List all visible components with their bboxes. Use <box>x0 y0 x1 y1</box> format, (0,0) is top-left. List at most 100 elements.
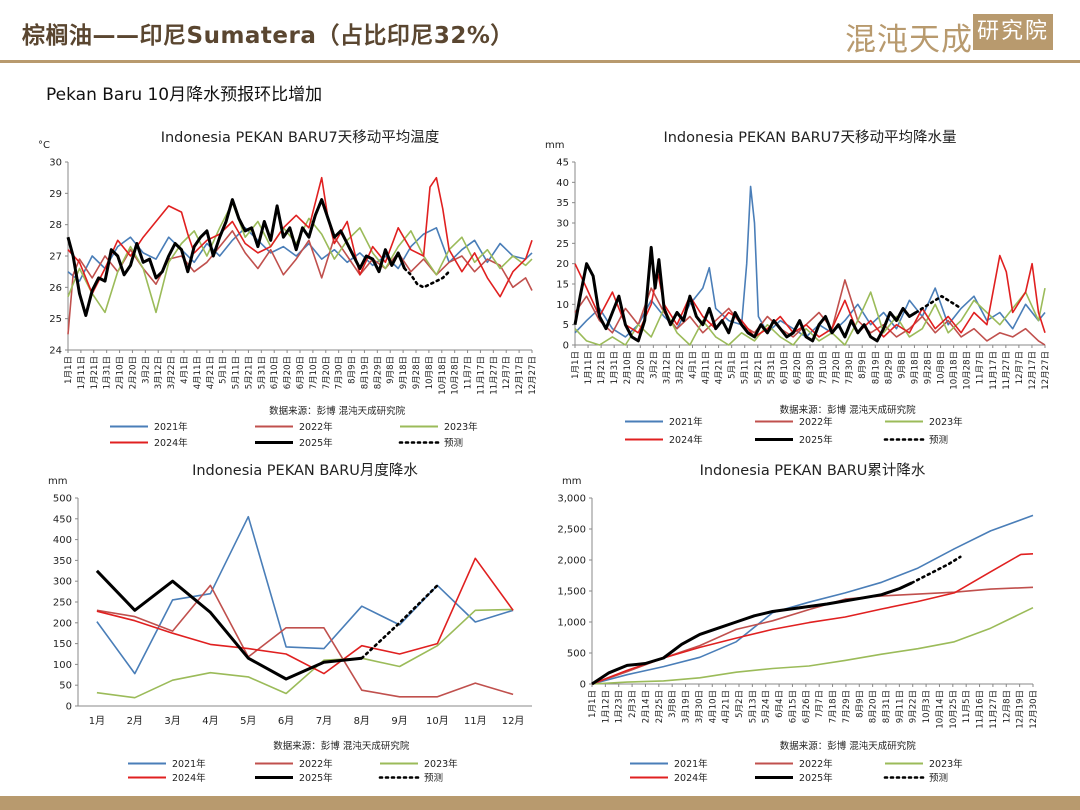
legend-label: 2024年 <box>172 772 206 784</box>
x-tick-label: 8月9日 <box>855 690 865 718</box>
x-tick-label: 9月18日 <box>910 351 920 384</box>
x-tick-label: 8月19日 <box>360 356 370 389</box>
x-tick-label: 8月 <box>354 715 370 727</box>
chart-panel-monthly-rainfall: Indonesia PEKAN BARU月度降水 mm 0 50 100 150 200 25… <box>0 455 540 795</box>
x-tick-label: 7月29日 <box>842 690 852 723</box>
x-tick-label: 11月27日 <box>489 356 499 395</box>
legend-label: 2025年 <box>799 434 833 446</box>
legend-label: 预测 <box>444 438 463 449</box>
x-tick-label: 5月13日 <box>748 690 758 723</box>
legend-label: 预测 <box>929 773 948 784</box>
x-tick-label: 1月 <box>89 715 105 727</box>
y-tick-label: 200 <box>53 618 72 629</box>
x-tick-label: 6月 <box>278 715 294 727</box>
y-tick-label: 26 <box>49 283 62 294</box>
x-tick-label: 11月27日 <box>1002 351 1012 390</box>
x-tick-label: 9月22日 <box>909 690 919 723</box>
legend-label: 2023年 <box>929 758 963 770</box>
y-tick-label: 1,000 <box>557 618 586 629</box>
x-tick-label: 5月31日 <box>767 351 777 384</box>
x-tick-label: 4月11日 <box>193 356 203 389</box>
x-tick-label: 9月28日 <box>412 356 422 389</box>
legend-label: 预测 <box>929 435 948 446</box>
series-line-y2023 <box>591 606 1034 685</box>
series-line-y2022 <box>96 584 514 698</box>
x-tick-label: 1月31日 <box>103 356 113 389</box>
x-tick-label: 5月11日 <box>232 356 242 389</box>
x-tick-label: 9月8日 <box>897 351 907 379</box>
x-tick-label: 1月12日 <box>601 690 611 723</box>
legend-label: 2022年 <box>799 758 833 770</box>
chart-panel-rainfall-7day: Indonesia PEKAN BARU7天移动平均降水量 mm 0 5 10 15 20 2… <box>540 118 1080 458</box>
series-line-y2024 <box>96 557 514 675</box>
legend-label: 2023年 <box>444 421 478 433</box>
y-tick-label: 1,500 <box>557 587 586 598</box>
legend-label: 2025年 <box>799 772 833 784</box>
x-tick-label: 7月30日 <box>335 356 345 389</box>
x-tick-label: 11月17日 <box>476 356 486 395</box>
x-tick-label: 12月7日 <box>502 356 512 389</box>
y-tick-label: 29 <box>49 189 62 200</box>
x-tick-label: 5月1日 <box>219 356 229 384</box>
chart-title: Indonesia PEKAN BARU7天移动平均降水量 <box>663 129 956 146</box>
x-tick-label: 2月 <box>127 715 143 727</box>
page-subtitle: Pekan Baru 10月降水预报环比增加 <box>46 85 323 105</box>
data-source: 数据来源：彭博 混沌天成研究院 <box>780 740 917 752</box>
y-tick-label: 0 <box>66 702 72 713</box>
x-tick-label: 1月1日 <box>588 690 598 718</box>
y-tick-label: 30 <box>49 158 62 169</box>
series-line-y2024 <box>591 553 1034 685</box>
x-tick-label: 5月2日 <box>735 690 745 718</box>
x-tick-label: 12月30日 <box>1029 690 1039 729</box>
x-tick-label: 10月18日 <box>438 356 448 395</box>
x-tick-label: 10月8日 <box>425 356 435 389</box>
x-tick-label: 10月8日 <box>937 351 947 384</box>
x-tick-label: 12月27日 <box>528 356 538 395</box>
data-source: 数据来源：彭博 混沌天成研究院 <box>273 740 410 752</box>
x-tick-label: 12月17日 <box>515 356 525 395</box>
x-tick-label: 3月12日 <box>662 351 672 384</box>
x-tick-label: 3月12日 <box>154 356 164 389</box>
x-tick-label: 10月3日 <box>922 690 932 723</box>
chart-monthly-rainfall: Indonesia PEKAN BARU月度降水 mm 0 50 100 150 200 25… <box>48 462 532 784</box>
x-tick-label: 2月25日 <box>655 690 665 723</box>
series-line-forecast <box>403 267 451 289</box>
chart-temperature: Indonesia PEKAN BARU7天移动平均温度 °C 24 25 26 27 28… <box>38 129 538 449</box>
x-tick-label: 7月 <box>316 715 332 727</box>
series-line-y2025 <box>591 581 913 686</box>
x-tick-label: 3月22日 <box>167 356 177 389</box>
header: 棕榈油——印尼Sumatera（占比印尼32%） 混沌天成 研究院 <box>0 0 1080 63</box>
x-tick-label: 5月 <box>240 715 256 727</box>
x-tick-label: 5月11日 <box>741 351 751 384</box>
legend-label: 2025年 <box>299 437 333 449</box>
series-line-forecast <box>360 584 439 660</box>
y-tick-label: 500 <box>53 494 72 505</box>
y-tick-label: 300 <box>53 577 72 588</box>
x-tick-label: 11月7日 <box>976 351 986 384</box>
x-tick-label: 7月20日 <box>832 351 842 384</box>
x-tick-label: 6月20日 <box>283 356 293 389</box>
x-tick-label: 5月31日 <box>257 356 267 389</box>
x-tick-label: 7月10日 <box>819 351 829 384</box>
legend-label: 2023年 <box>424 758 458 770</box>
series-line-y2025 <box>573 245 917 343</box>
x-tick-label: 7月20日 <box>322 356 332 389</box>
x-tick-label: 4月1日 <box>180 356 190 384</box>
y-tick-label: 3,000 <box>557 494 586 505</box>
x-tick-label: 12月8日 <box>1002 690 1012 723</box>
y-tick-label: 25 <box>49 314 62 325</box>
legend-label: 2021年 <box>172 758 206 770</box>
legend-label: 2024年 <box>669 434 703 446</box>
y-tick-label: 500 <box>567 649 586 660</box>
y-tick-label: 15 <box>556 280 569 291</box>
chart-rainfall-7day: Indonesia PEKAN BARU7天移动平均降水量mm051015202… <box>545 129 1051 446</box>
series-line-y2024 <box>67 176 533 298</box>
logo-brand: 混沌天成 <box>845 22 973 58</box>
x-tick-label: 9月18日 <box>399 356 409 389</box>
x-tick-label: 6月30日 <box>296 356 306 389</box>
x-tick-label: 10月 <box>426 715 449 727</box>
legend-label: 2022年 <box>299 758 333 770</box>
x-tick-label: 9月8日 <box>386 356 396 384</box>
x-tick-label: 10月14日 <box>935 690 945 729</box>
chart-panel-temperature: Indonesia PEKAN BARU7天移动平均温度 °C 24 25 26 27 28… <box>0 118 540 458</box>
